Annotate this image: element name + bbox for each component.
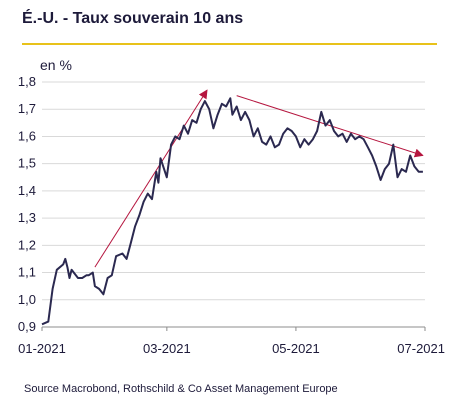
trend-arrows bbox=[94, 89, 424, 268]
y-tick-label: 1,4 bbox=[18, 183, 36, 198]
y-tick-label: 1,8 bbox=[18, 74, 36, 89]
y-tick-label: 0,9 bbox=[18, 319, 36, 334]
unit-label: en % bbox=[40, 57, 72, 73]
x-axis: 01-2021 03-2021 05-2021 07-2021 bbox=[18, 326, 445, 356]
gridlines bbox=[42, 81, 425, 301]
y-tick-label: 1,2 bbox=[18, 237, 36, 252]
y-tick-label: 1,6 bbox=[18, 128, 36, 143]
x-tick-label: 03-2021 bbox=[143, 341, 191, 356]
trend-arrow-2 bbox=[236, 95, 424, 158]
x-tick-label: 05-2021 bbox=[272, 341, 320, 356]
x-tick-label: 07-2021 bbox=[397, 341, 445, 356]
source-note: Source Macrobond, Rothschild & Co Asset … bbox=[24, 383, 338, 395]
series-group bbox=[41, 97, 423, 326]
chart-title: É.-U. - Taux souverain 10 ans bbox=[22, 10, 244, 27]
y-tick-label: 1,7 bbox=[18, 101, 36, 116]
series-line-1 bbox=[41, 97, 423, 326]
y-axis: 0,9 1,0 1,1 1,2 1,3 1,4 1,5 1,6 1,7 1,8 bbox=[18, 74, 36, 334]
y-tick-label: 1,0 bbox=[18, 292, 36, 307]
title-rule bbox=[22, 43, 437, 45]
y-tick-label: 1,3 bbox=[18, 210, 36, 225]
x-tick-label: 01-2021 bbox=[18, 341, 66, 356]
y-tick-label: 1,5 bbox=[18, 156, 36, 171]
y-tick-label: 1,1 bbox=[18, 265, 36, 280]
trend-arrow-1 bbox=[94, 89, 208, 268]
